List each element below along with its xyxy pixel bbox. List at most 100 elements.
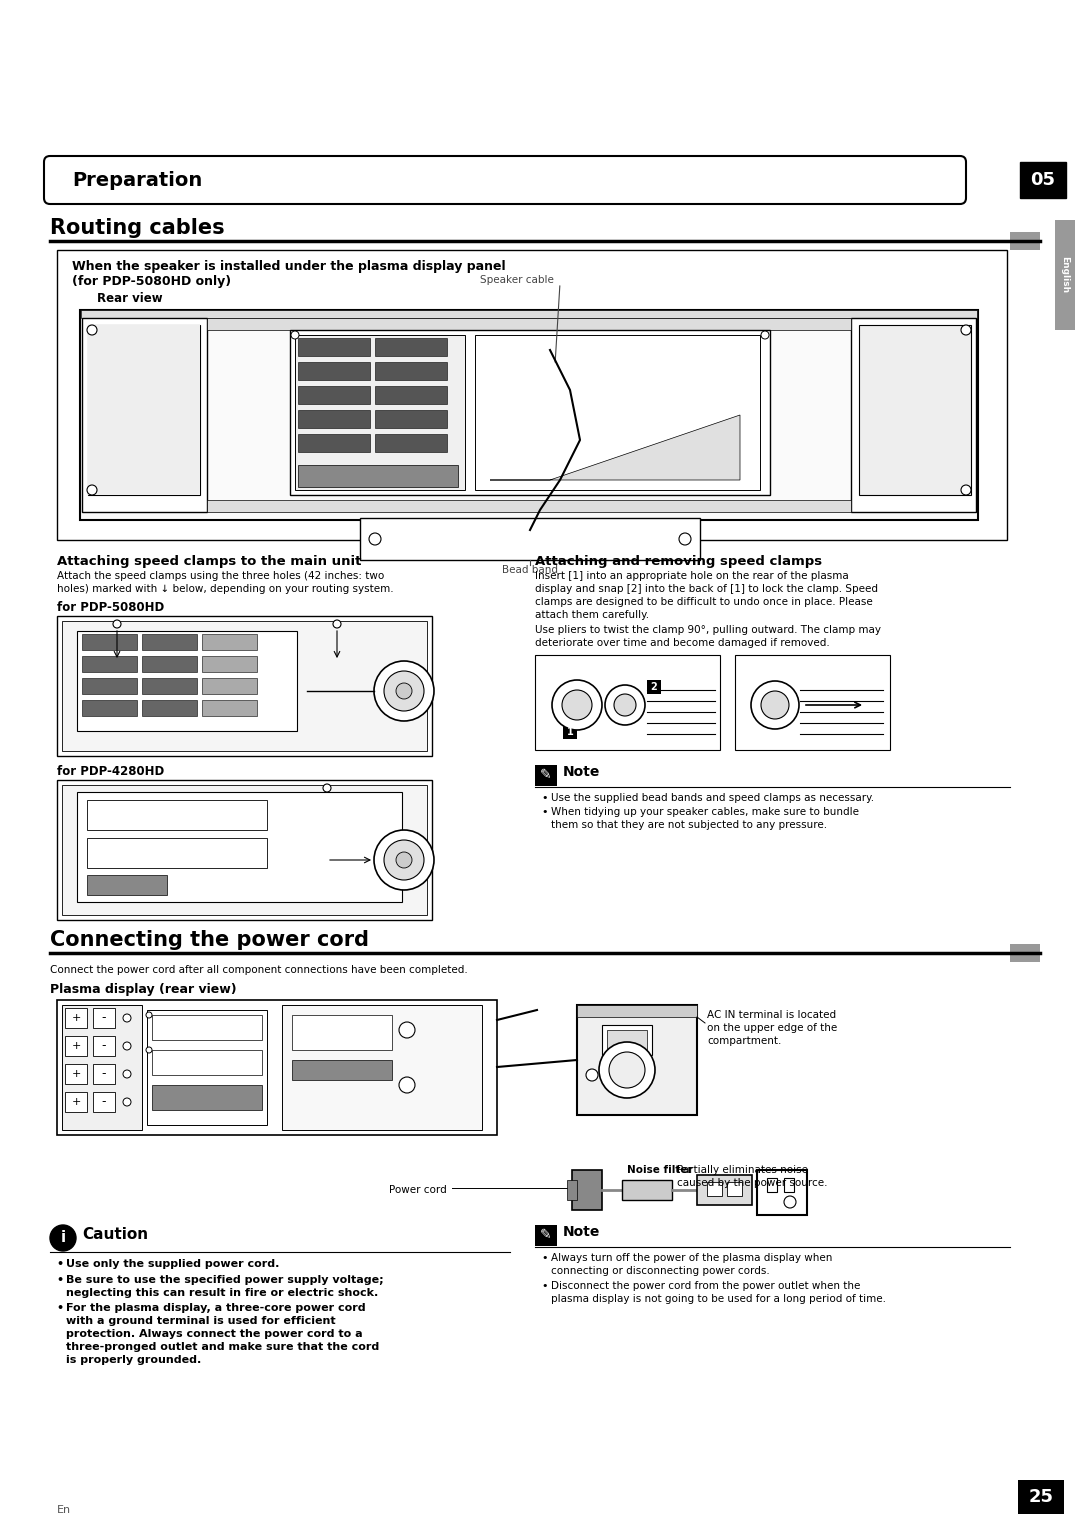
Text: Speaker cable: Speaker cable — [480, 275, 554, 286]
Bar — [141, 700, 197, 717]
Text: -: - — [102, 1039, 106, 1053]
Text: Rear view: Rear view — [97, 292, 163, 306]
Bar — [77, 631, 297, 730]
Bar — [535, 1225, 557, 1245]
Circle shape — [50, 1225, 76, 1251]
Bar — [375, 338, 447, 356]
Circle shape — [586, 1070, 598, 1080]
Text: +: + — [71, 1041, 81, 1051]
Circle shape — [87, 325, 97, 335]
Circle shape — [374, 662, 434, 721]
Bar — [859, 325, 971, 495]
Text: Always turn off the power of the plasma display when: Always turn off the power of the plasma … — [551, 1253, 833, 1264]
Circle shape — [552, 680, 602, 730]
Circle shape — [384, 840, 424, 880]
Bar — [291, 330, 770, 495]
Circle shape — [609, 1051, 645, 1088]
Circle shape — [615, 694, 636, 717]
Bar — [298, 465, 458, 487]
Bar — [57, 251, 1007, 539]
Bar — [141, 634, 197, 649]
Polygon shape — [490, 416, 740, 480]
Text: is properly grounded.: is properly grounded. — [66, 1355, 201, 1365]
Bar — [141, 656, 197, 672]
Text: Connect the power cord after all component connections have been completed.: Connect the power cord after all compone… — [50, 966, 468, 975]
Text: for PDP-4280HD: for PDP-4280HD — [57, 766, 164, 778]
Text: Noise filter: Noise filter — [627, 1164, 692, 1175]
Circle shape — [761, 332, 769, 339]
Bar — [475, 335, 760, 490]
Bar — [87, 801, 267, 830]
Bar — [622, 1180, 672, 1199]
Bar — [375, 362, 447, 380]
Circle shape — [323, 784, 330, 792]
Circle shape — [87, 484, 97, 495]
Text: Insert [1] into an appropriate hole on the rear of the plasma: Insert [1] into an appropriate hole on t… — [535, 571, 849, 581]
Circle shape — [396, 853, 411, 868]
Bar — [147, 1010, 267, 1125]
Text: •: • — [541, 807, 548, 817]
Bar — [93, 1063, 114, 1083]
Bar — [767, 1178, 777, 1192]
Bar — [1010, 944, 1040, 963]
Bar — [57, 779, 432, 920]
Bar — [82, 678, 137, 694]
Text: Bead band: Bead band — [502, 565, 558, 575]
Text: Routing cables: Routing cables — [50, 219, 225, 238]
Bar — [93, 1036, 114, 1056]
Circle shape — [396, 683, 411, 698]
Text: •: • — [56, 1303, 63, 1313]
Circle shape — [123, 1042, 131, 1050]
Circle shape — [333, 620, 341, 628]
Text: deteriorate over time and become damaged if removed.: deteriorate over time and become damaged… — [535, 639, 829, 648]
Text: connecting or disconnecting power cords.: connecting or disconnecting power cords. — [551, 1267, 770, 1276]
Bar — [707, 1183, 723, 1196]
Circle shape — [146, 1047, 152, 1053]
Bar — [57, 999, 497, 1135]
Bar — [1055, 220, 1075, 330]
Circle shape — [679, 533, 691, 545]
Text: Use the supplied bead bands and speed clamps as necessary.: Use the supplied bead bands and speed cl… — [551, 793, 874, 804]
Text: English: English — [1061, 257, 1069, 293]
Text: 05: 05 — [1030, 171, 1055, 189]
Bar — [375, 410, 447, 428]
Bar — [282, 1005, 482, 1131]
Bar — [65, 1008, 87, 1028]
Bar — [375, 434, 447, 452]
Text: (for PDP-5080HD only): (for PDP-5080HD only) — [72, 275, 231, 287]
Text: Connecting the power cord: Connecting the power cord — [50, 931, 369, 950]
Bar — [292, 1060, 392, 1080]
Circle shape — [605, 685, 645, 724]
Bar — [535, 766, 557, 785]
Bar — [65, 1036, 87, 1056]
Text: •: • — [541, 1253, 548, 1264]
Text: compartment.: compartment. — [707, 1036, 781, 1047]
Bar — [202, 700, 257, 717]
Bar — [1010, 232, 1040, 251]
Circle shape — [374, 830, 434, 889]
Bar — [292, 1015, 392, 1050]
Text: clamps are designed to be difficult to undo once in place. Please: clamps are designed to be difficult to u… — [535, 597, 873, 607]
Text: •: • — [56, 1259, 63, 1268]
Bar — [602, 1025, 652, 1054]
Text: ✎: ✎ — [540, 769, 552, 782]
Text: Power cord: Power cord — [389, 1186, 447, 1195]
Text: holes) marked with ↓ below, depending on your routing system.: holes) marked with ↓ below, depending on… — [57, 584, 393, 594]
Text: When the speaker is installed under the plasma display panel: When the speaker is installed under the … — [72, 260, 505, 274]
Bar — [298, 387, 370, 403]
Bar — [80, 310, 978, 520]
Text: +: + — [71, 1097, 81, 1106]
Bar — [851, 318, 976, 512]
Text: AC IN terminal is located: AC IN terminal is located — [707, 1010, 836, 1021]
FancyBboxPatch shape — [44, 156, 966, 205]
Circle shape — [291, 332, 299, 339]
Text: -: - — [102, 1096, 106, 1108]
Text: for PDP-5080HD: for PDP-5080HD — [57, 601, 164, 614]
Polygon shape — [87, 325, 200, 495]
Bar — [1018, 1481, 1064, 1514]
Text: -: - — [102, 1068, 106, 1080]
Bar — [87, 837, 267, 868]
Bar — [93, 1093, 114, 1112]
Text: ✎: ✎ — [540, 1229, 552, 1242]
Circle shape — [961, 484, 971, 495]
